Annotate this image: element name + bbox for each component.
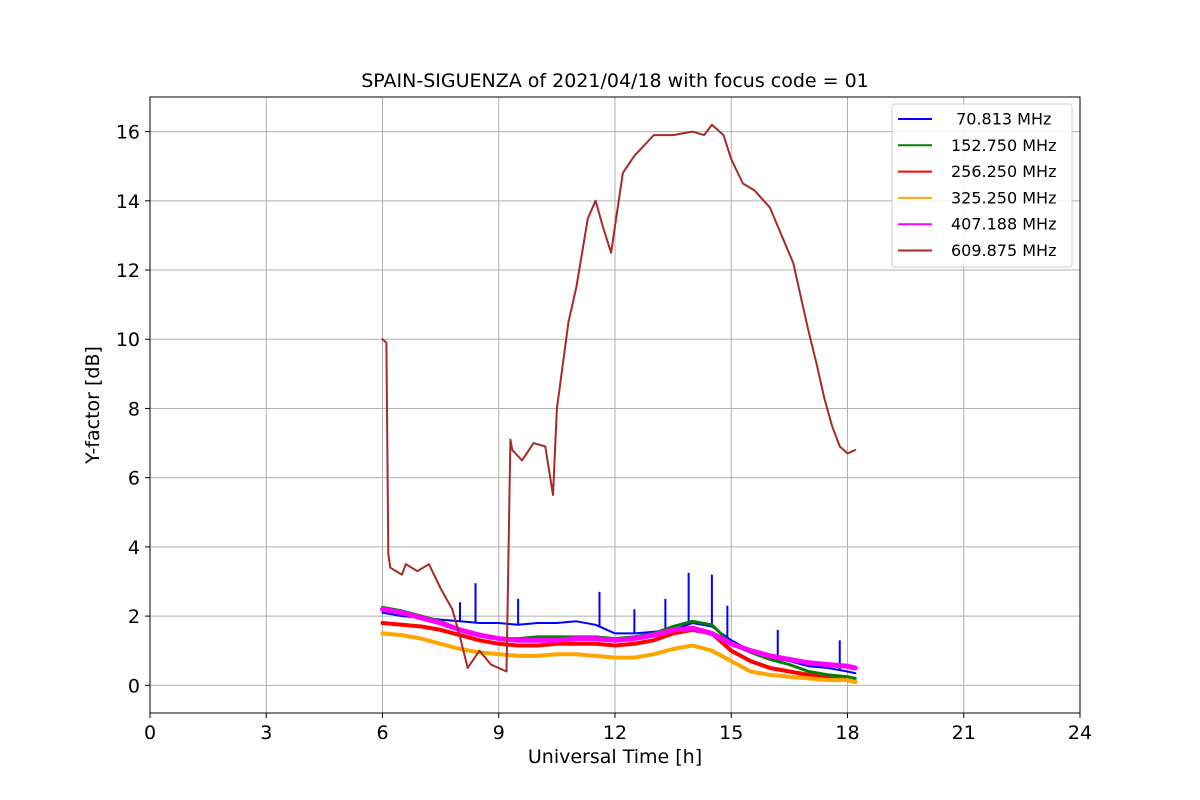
x-axis-label: Universal Time [h] — [528, 746, 702, 768]
y-tick-label: 8 — [128, 398, 140, 420]
plot-series — [380, 123, 858, 684]
y-axis-label: Y-factor [dB] — [82, 346, 104, 465]
y-axis-ticks: 0 2 4 6 8 10 12 14 16 — [116, 122, 150, 697]
x-tick-label: 12 — [603, 722, 627, 744]
legend-label: 256.250 MHz — [951, 162, 1056, 181]
y-tick-label: 6 — [128, 468, 140, 490]
legend-label: 325.250 MHz — [951, 188, 1056, 207]
legend-label: 407.188 MHz — [951, 215, 1056, 234]
x-tick-label: 21 — [952, 722, 976, 744]
legend-label: 70.813 MHz — [951, 110, 1051, 129]
series-line — [380, 621, 858, 684]
y-tick-label: 2 — [128, 606, 140, 628]
series-line — [381, 123, 857, 673]
x-tick-label: 9 — [493, 722, 505, 744]
chart-title: SPAIN-SIGUENZA of 2021/04/18 with focus … — [361, 70, 869, 92]
y-tick-label: 10 — [116, 329, 140, 351]
x-tick-label: 6 — [376, 722, 388, 744]
y-tick-label: 12 — [116, 260, 140, 282]
legend-label: 609.875 MHz — [951, 241, 1056, 260]
legend-label: 152.750 MHz — [951, 136, 1056, 155]
x-tick-label: 3 — [260, 722, 272, 744]
x-axis-ticks: 0 3 6 9 12 15 18 21 24 — [144, 713, 1092, 744]
series-3 — [380, 621, 858, 684]
y-tick-label: 14 — [116, 191, 140, 213]
series-5 — [380, 606, 858, 671]
x-tick-label: 15 — [719, 722, 743, 744]
x-tick-label: 24 — [1068, 722, 1092, 744]
x-tick-label: 0 — [144, 722, 156, 744]
x-tick-label: 18 — [835, 722, 859, 744]
y-tick-label: 4 — [128, 537, 140, 559]
series-6 — [381, 123, 857, 673]
y-tick-label: 16 — [116, 122, 140, 144]
legend: 70.813 MHz 152.750 MHz 256.250 MHz 325.250 … — [891, 103, 1073, 268]
legend-box — [891, 103, 1073, 268]
legend-items: 70.813 MHz 152.750 MHz 256.250 MHz 325.250 … — [898, 110, 1056, 260]
series-line — [380, 606, 858, 671]
y-tick-label: 0 — [128, 675, 140, 697]
